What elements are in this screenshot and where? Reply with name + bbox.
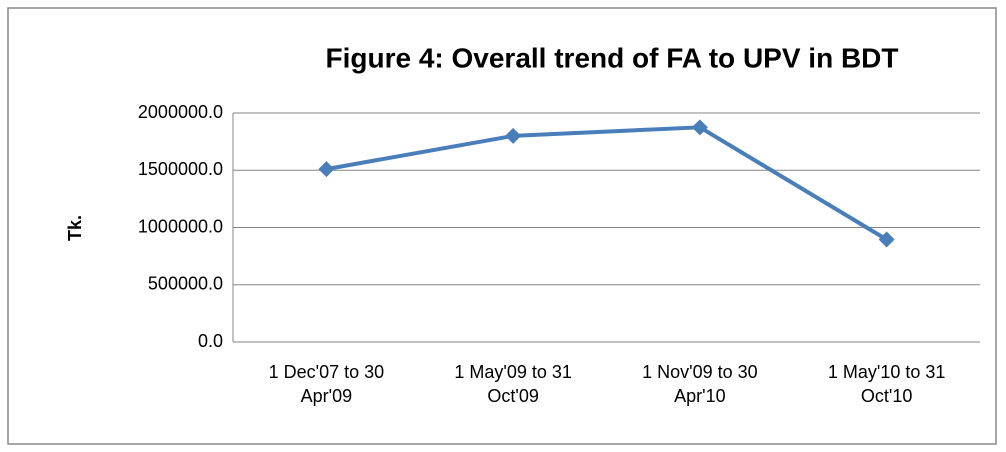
y-tick-label: 1500000.0	[138, 159, 223, 179]
data-point	[505, 127, 522, 144]
chart-title: Figure 4: Overall trend of FA to UPV in …	[325, 42, 898, 73]
data-point	[878, 231, 895, 248]
data-line	[326, 125, 888, 242]
data-point	[691, 119, 708, 136]
y-tick-label: 1000000.0	[138, 216, 223, 236]
x-tick-label: 1 Nov'09 to 30 Apr'10	[642, 362, 758, 406]
x-tick-label: 1 Dec'07 to 30 Apr'09	[268, 362, 385, 406]
chart-border	[7, 7, 997, 445]
y-tick-label: 0.0	[198, 331, 223, 351]
y-tick-label: 500000.0	[148, 274, 223, 294]
x-tick-label: 1 May'10 to 31 Oct'10	[827, 362, 946, 406]
data-point	[318, 161, 335, 178]
y-tick-label: 2000000.0	[138, 102, 223, 122]
y-axis-label: Tk.	[65, 215, 85, 241]
x-tick-label: 1 May'09 to 31 Oct'09	[454, 362, 572, 406]
